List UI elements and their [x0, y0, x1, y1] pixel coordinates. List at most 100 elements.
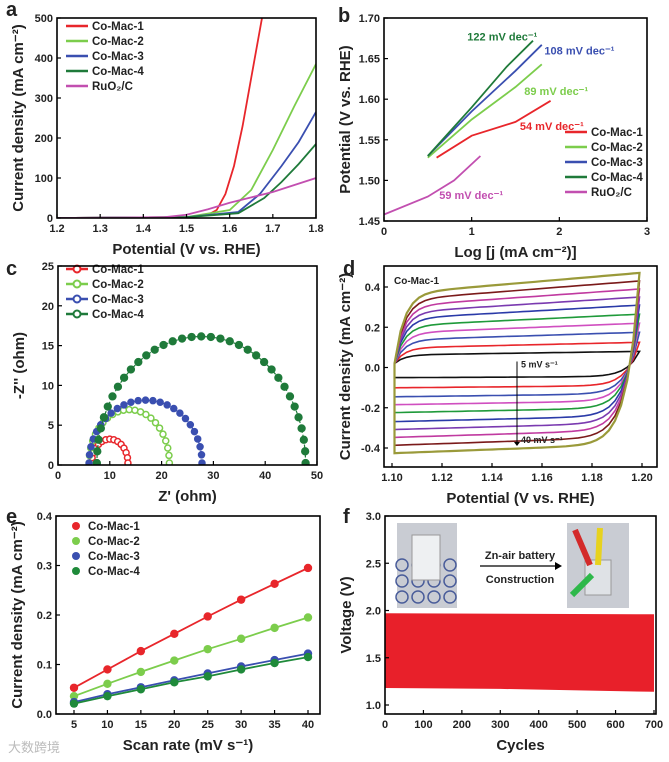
data-point: [85, 451, 94, 459]
data-point: [103, 691, 112, 701]
cv-curve-1: [393, 350, 641, 379]
data-point: [142, 410, 150, 419]
legend-entry: Co-Mac-2: [88, 536, 140, 548]
fit-line-3: [73, 652, 309, 703]
data-point: [103, 402, 112, 411]
x-tick-label: 40: [259, 470, 271, 482]
data-point: [274, 373, 283, 382]
inset-label: Zn-air battery: [485, 550, 556, 562]
data-point: [206, 332, 216, 342]
x-tick-label: 0: [55, 470, 61, 482]
y-axis-label: Voltage (V): [338, 576, 355, 653]
x-tick-label: 1.6: [222, 223, 237, 235]
x-tick-label: 0: [382, 719, 388, 731]
y-tick-label: 0.4: [365, 282, 381, 294]
data-point: [203, 644, 212, 654]
data-point: [259, 357, 269, 367]
arrow-start-label: 5 mV s⁻¹: [521, 360, 558, 370]
fit-line-1: [73, 567, 309, 689]
plot-area: [57, 18, 316, 218]
pattern-icon: [443, 590, 457, 604]
data-point: [141, 396, 150, 404]
x-tick-label: 3: [644, 226, 650, 238]
panel-f: f 0 100 200 300 400 500 600 700 1.0 1.5 2.0 2.5 3.0 Cy…: [338, 506, 663, 754]
y-axis-label: -Z'' (ohm): [11, 332, 28, 399]
pattern-icon: [395, 558, 409, 572]
pattern-icon: [427, 590, 441, 604]
y-tick-label: 1.70: [359, 13, 380, 25]
x-axis-label: Scan rate (mV s⁻¹): [123, 737, 253, 754]
x-tick-label: 1.10: [381, 472, 402, 484]
plot-area: [385, 613, 654, 692]
legend-entry: Co-Mac-3: [92, 294, 144, 306]
data-point: [243, 345, 252, 354]
x-tick-label: 25: [202, 719, 214, 731]
legend-entry: Co-Mac-4: [591, 172, 643, 184]
data-point: [96, 424, 105, 433]
series-line-1: [57, 18, 263, 218]
data-point: [299, 435, 308, 444]
legend-entry: Co-Mac-3: [92, 51, 144, 63]
data-point: [177, 334, 187, 343]
data-point: [136, 685, 146, 694]
series-line-3: [427, 44, 543, 157]
data-point: [270, 623, 279, 633]
data-point: [165, 459, 174, 465]
y-tick-label: 500: [35, 13, 53, 25]
series-line-1: [436, 100, 552, 159]
data-point: [168, 337, 177, 346]
x-tick-label: 1.16: [531, 472, 552, 484]
pattern-icon: [443, 558, 457, 572]
legend-marker: [72, 552, 80, 560]
data-point: [155, 424, 164, 432]
legend-entry: Co-Mac-1: [591, 127, 643, 139]
fit-line-2: [73, 616, 309, 698]
data-point: [297, 424, 306, 433]
x-tick-label: 30: [235, 719, 247, 731]
data-point: [136, 646, 146, 656]
data-point: [108, 392, 117, 401]
x-axis-label: Z' (ohm): [158, 488, 217, 505]
legend-entry: Co-Mac-3: [591, 157, 643, 169]
x-tick-label: 30: [207, 470, 219, 482]
slope-annotation: 122 mV dec⁻¹: [467, 32, 537, 44]
y-tick-label: 0.3: [37, 561, 52, 573]
data-point: [150, 345, 159, 354]
data-point: [159, 340, 168, 350]
y-tick-label: 25: [42, 261, 54, 273]
legend-marker: [72, 537, 80, 545]
x-tick-label: 500: [568, 719, 586, 731]
series-line-2: [427, 63, 543, 159]
data-point: [134, 396, 142, 405]
green-clip-icon: [569, 572, 595, 598]
y-tick-label: 0.0: [365, 363, 380, 375]
y-axis-label: Current density (mA cm⁻²): [337, 273, 354, 460]
y-tick-label: 1.55: [359, 135, 380, 147]
cv-curve-3: [393, 331, 641, 398]
data-point: [294, 413, 303, 422]
legend-marker: [72, 309, 82, 319]
data-point: [85, 459, 93, 465]
fit-line-4: [73, 656, 309, 705]
data-point: [181, 414, 190, 423]
legend-entry: RuO₂/C: [591, 187, 632, 199]
battery-cell-icon: [411, 534, 441, 581]
y-tick-label: 10: [42, 380, 54, 392]
legend-entry: Co-Mac-2: [591, 142, 643, 154]
arrow-head-icon: [514, 441, 520, 446]
pattern-icon: [443, 574, 457, 588]
arrow-head-icon: [555, 562, 562, 570]
data-point: [270, 579, 279, 589]
inset: Zn-air battery Construction: [395, 523, 629, 608]
x-tick-label: 35: [268, 719, 280, 731]
data-point: [236, 634, 246, 643]
panel-label: a: [6, 0, 18, 21]
y-tick-label: 300: [35, 93, 53, 105]
data-point: [252, 351, 261, 360]
data-point: [124, 459, 132, 465]
legend-entry: Co-Mac-4: [88, 566, 140, 578]
panel-e: e 5 10 15 20 25 30 35 40 0.0 0.1 0.2 0.3 0.4 Scan rate…: [6, 506, 321, 754]
data-point: [69, 683, 79, 692]
data-point: [186, 420, 195, 429]
